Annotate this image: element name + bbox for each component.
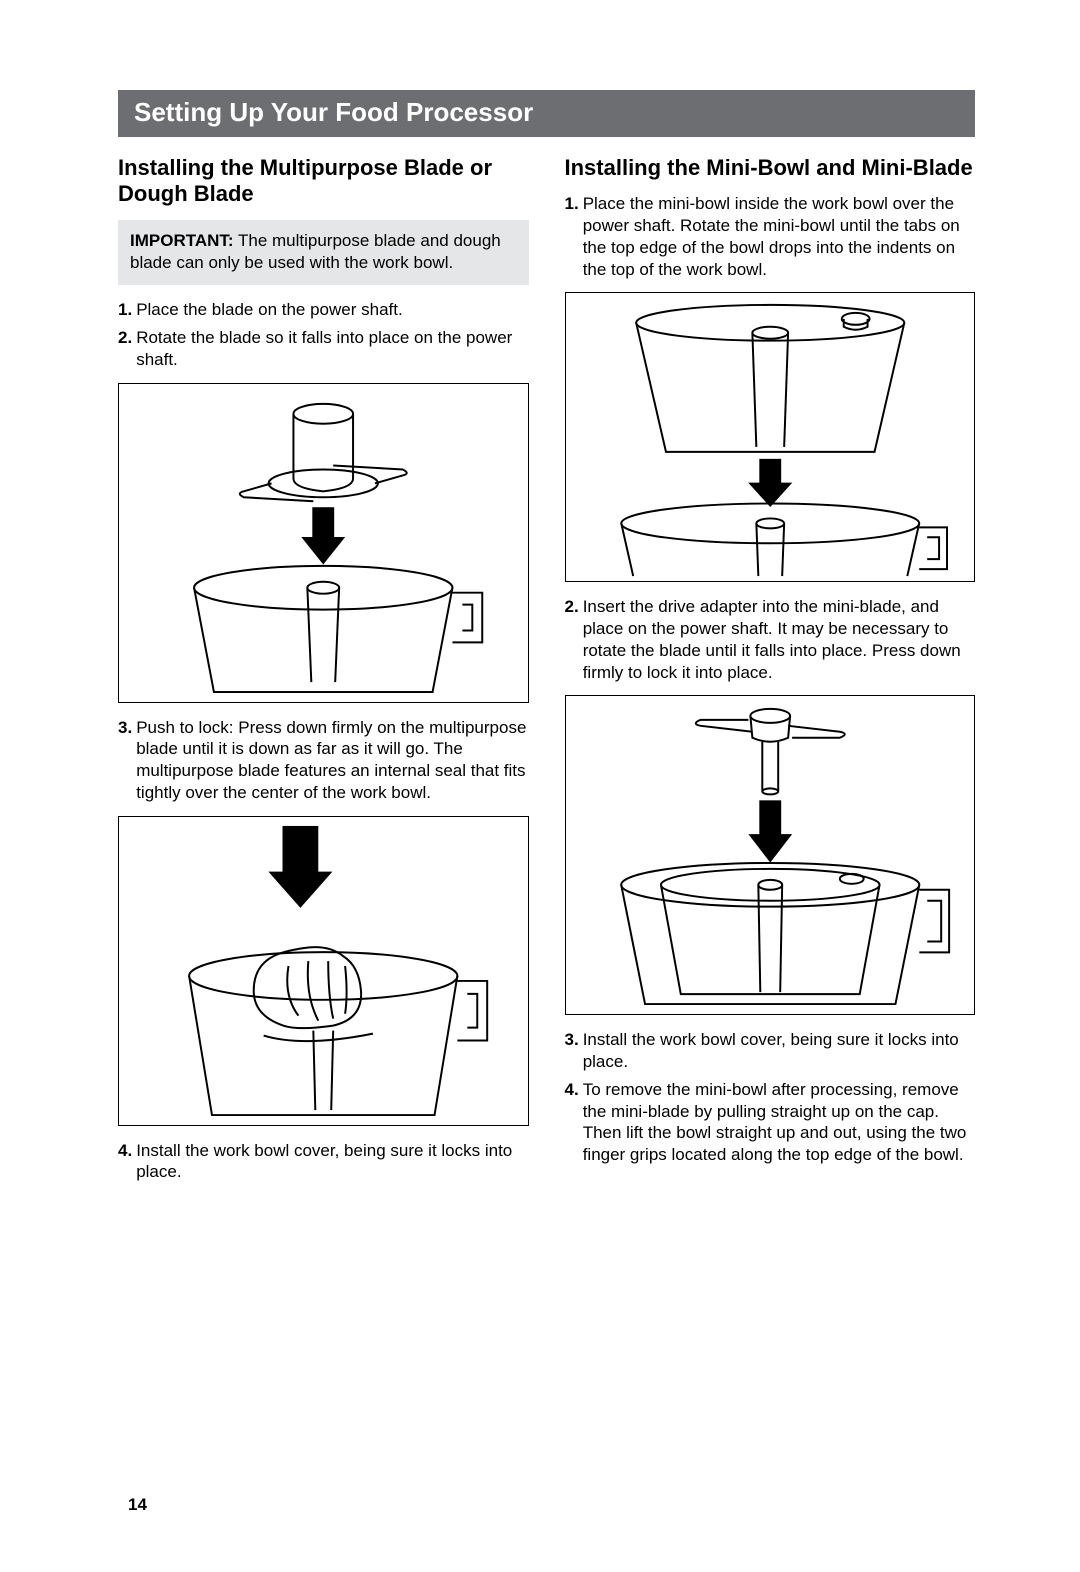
right-step-1: 1. Place the mini-bowl inside the work b… <box>565 193 976 280</box>
step-text: Place the mini-bowl inside the work bowl… <box>583 193 975 280</box>
left-step-2: 2. Rotate the blade so it falls into pla… <box>118 327 529 371</box>
step-number: 2. <box>118 327 132 371</box>
step-text: Push to lock: Press down firmly on the m… <box>136 717 528 804</box>
step-text: Place the blade on the power shaft. <box>136 299 528 321</box>
right-step-2: 2. Insert the drive adapter into the min… <box>565 596 976 683</box>
page-title-bar: Setting Up Your Food Processor <box>118 90 975 137</box>
step-number: 1. <box>565 193 579 280</box>
right-heading: Installing the Mini-Bowl and Mini-Blade <box>565 155 976 181</box>
figure-blade-above-bowl <box>118 383 529 703</box>
content-columns: Installing the Multipurpose Blade or Dou… <box>118 155 975 1189</box>
step-text: Rotate the blade so it falls into place … <box>136 327 528 371</box>
figure-mini-blade-insert <box>565 695 976 1015</box>
left-column: Installing the Multipurpose Blade or Dou… <box>118 155 529 1189</box>
left-step-3: 3. Push to lock: Press down firmly on th… <box>118 717 529 804</box>
step-number: 4. <box>565 1079 579 1166</box>
important-box: IMPORTANT: The multipurpose blade and do… <box>118 220 529 286</box>
figure-press-blade <box>118 816 529 1126</box>
manual-page: Setting Up Your Food Processor Installin… <box>0 0 1080 1572</box>
right-column: Installing the Mini-Bowl and Mini-Blade … <box>565 155 976 1189</box>
step-number: 3. <box>565 1029 579 1073</box>
mini-bowl-illustration-icon <box>566 293 975 581</box>
step-number: 4. <box>118 1140 132 1184</box>
page-title-text: Setting Up Your Food Processor <box>134 97 533 127</box>
step-text: To remove the mini-bowl after processing… <box>583 1079 975 1166</box>
step-text: Install the work bowl cover, being sure … <box>136 1140 528 1184</box>
blade-bowl-illustration-icon <box>119 384 528 702</box>
right-step-4: 4. To remove the mini-bowl after process… <box>565 1079 976 1166</box>
left-heading: Installing the Multipurpose Blade or Dou… <box>118 155 529 208</box>
left-step-1: 1. Place the blade on the power shaft. <box>118 299 529 321</box>
right-step-3: 3. Install the work bowl cover, being su… <box>565 1029 976 1073</box>
left-step-4: 4. Install the work bowl cover, being su… <box>118 1140 529 1184</box>
step-text: Insert the drive adapter into the mini-b… <box>583 596 975 683</box>
step-number: 1. <box>118 299 132 321</box>
press-blade-illustration-icon <box>119 817 528 1125</box>
step-number: 2. <box>565 596 579 683</box>
figure-mini-bowl-insert <box>565 292 976 582</box>
step-number: 3. <box>118 717 132 804</box>
page-number: 14 <box>128 1495 147 1515</box>
mini-blade-illustration-icon <box>566 696 975 1014</box>
important-label: IMPORTANT: <box>130 231 234 250</box>
step-text: Install the work bowl cover, being sure … <box>583 1029 975 1073</box>
